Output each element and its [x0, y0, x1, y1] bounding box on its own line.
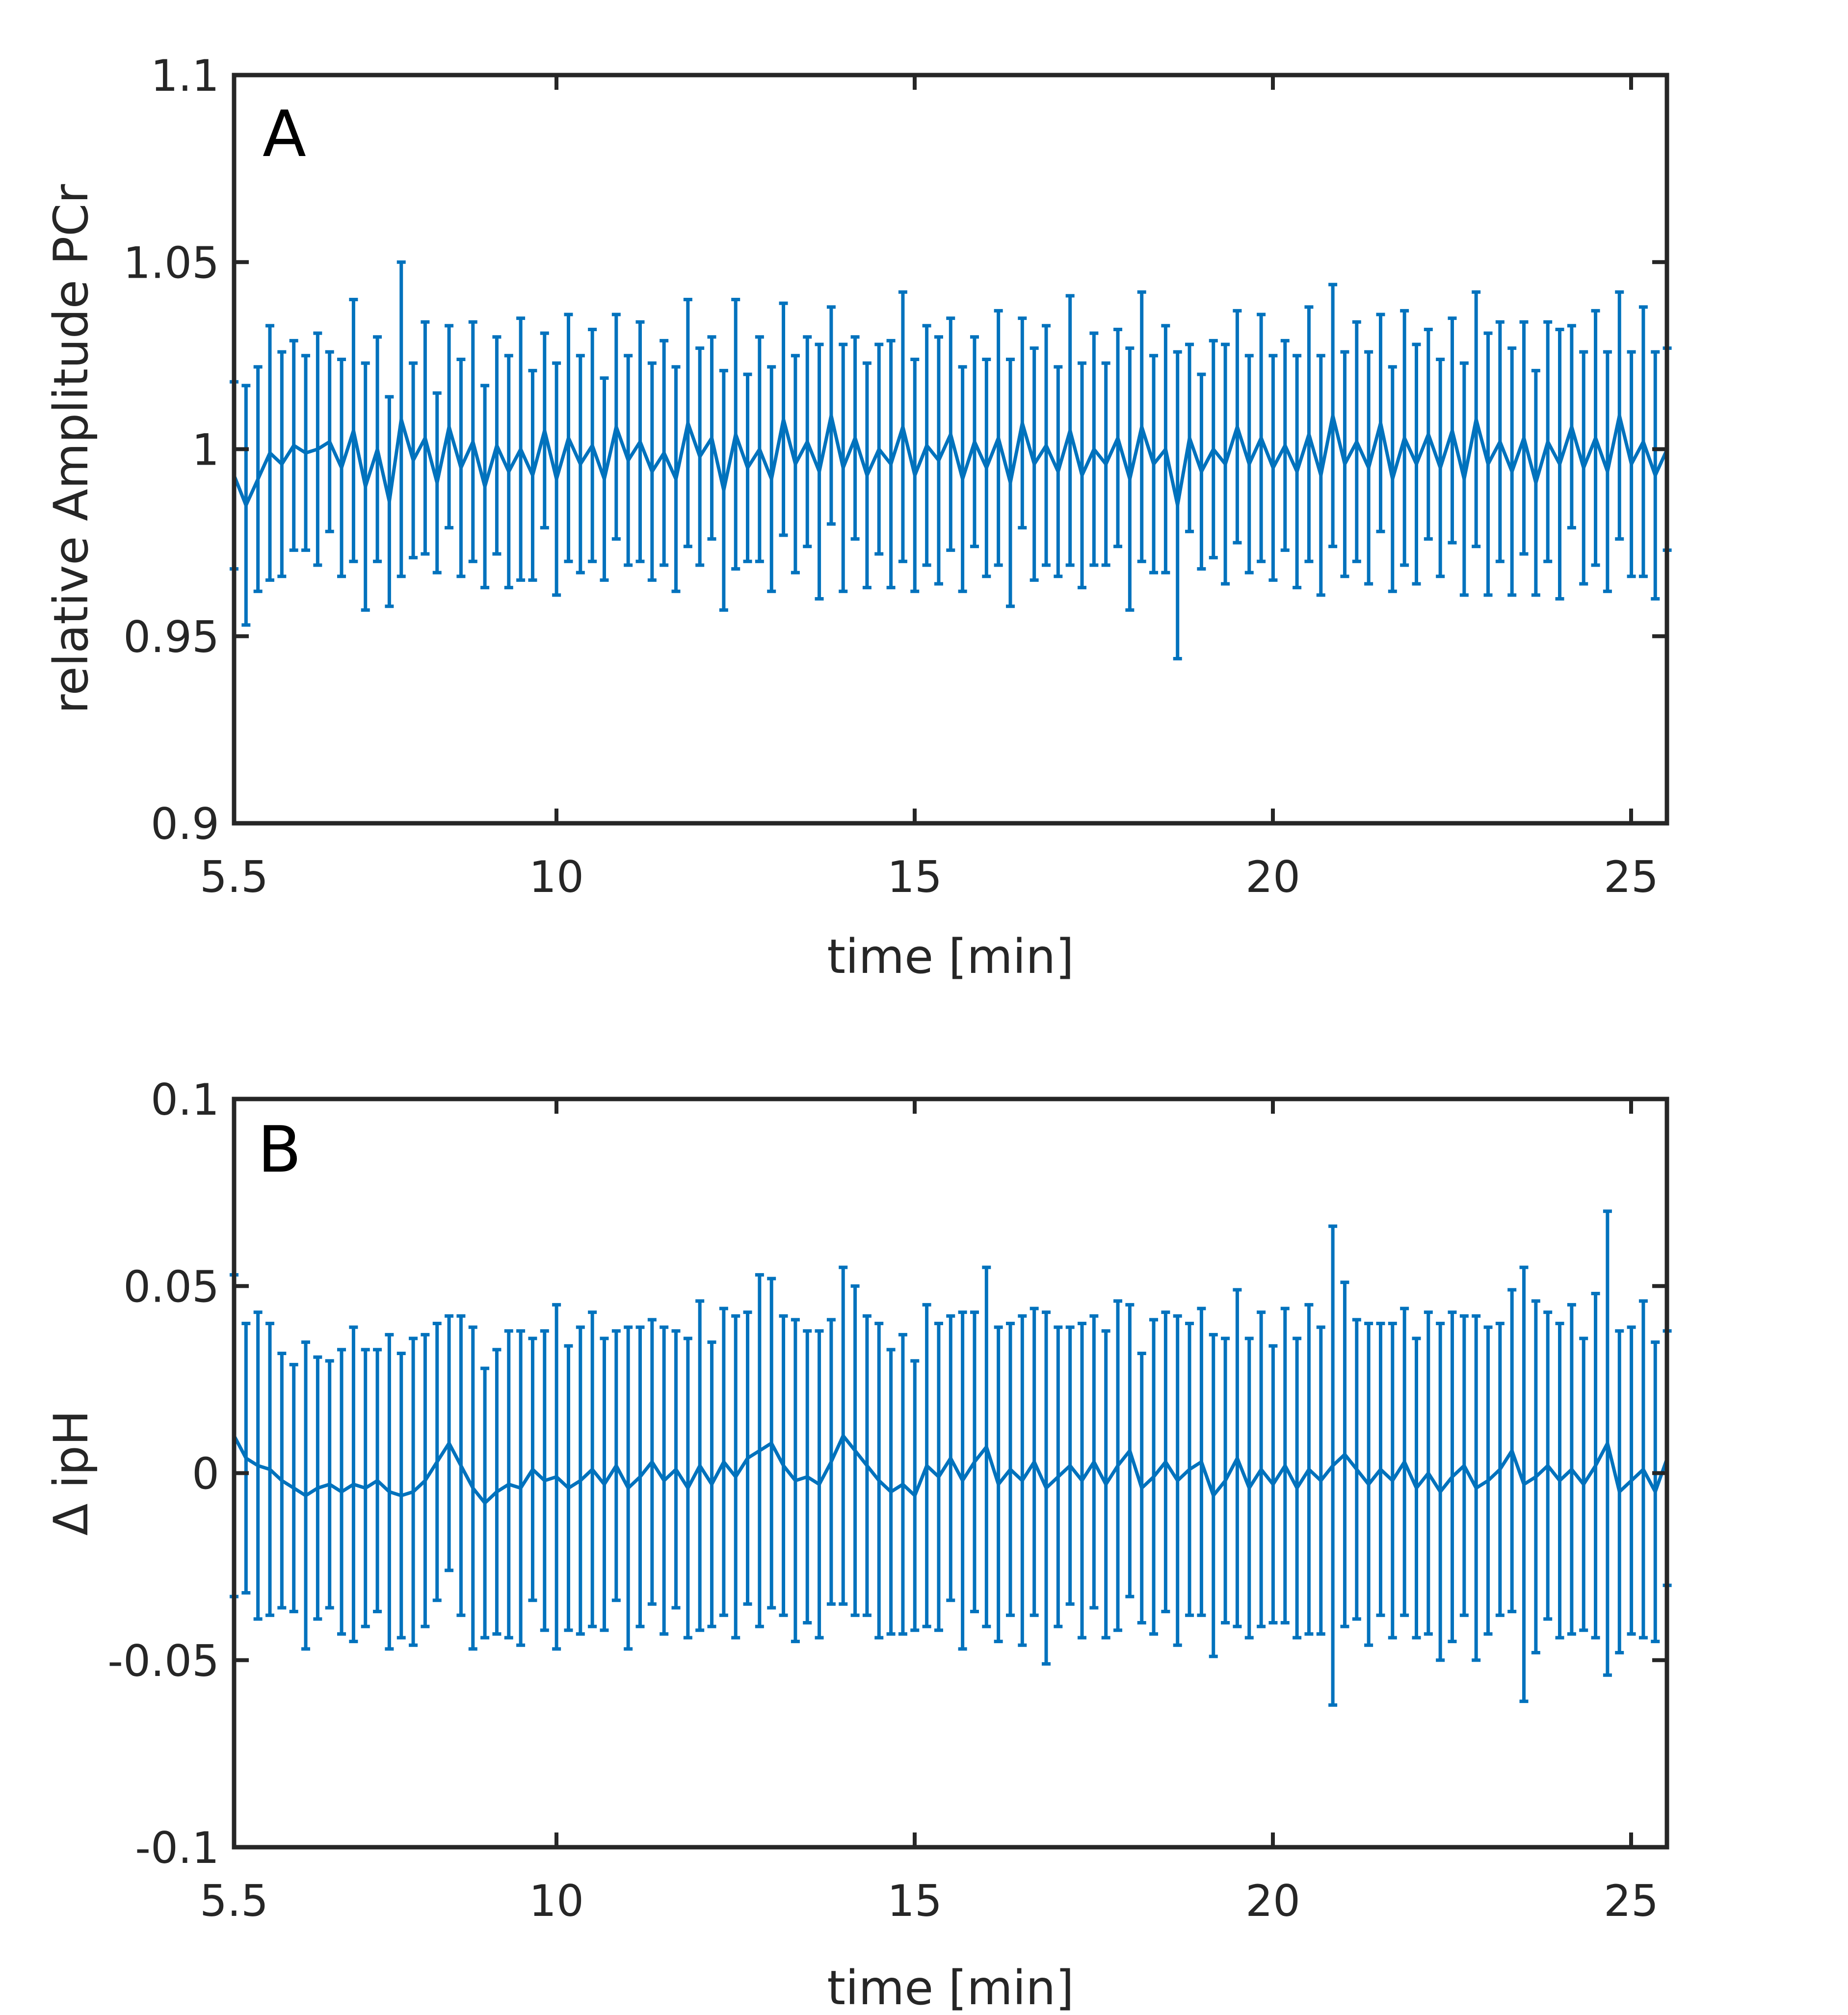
panel-b-x-tick-label: 10	[529, 1876, 584, 1926]
panel-b-mean-line	[232, 1434, 1669, 1505]
panel-a-label: A	[263, 97, 306, 171]
panel-a-y-tick-label: 1.1	[151, 51, 219, 101]
panel-b-x-tick-label: 25	[1604, 1876, 1659, 1926]
panel-b-x-tick-label: 5.5	[200, 1876, 268, 1926]
panel-b-y-tick-label: -0.1	[135, 1823, 219, 1873]
panel-b-x-tick-label: 20	[1245, 1876, 1300, 1926]
panel-b-label: B	[258, 1112, 301, 1187]
panel-a-y-tick-label: 0.9	[151, 799, 219, 849]
panel-a-y-tick-label: 1	[192, 425, 219, 475]
panel-b-y-tick-label: -0.05	[107, 1636, 219, 1686]
panel-b-y-tick-label: 0.1	[151, 1074, 219, 1125]
panel-b-x-tick-label: 15	[887, 1876, 942, 1926]
panel-a-x-tick-label: 20	[1245, 852, 1300, 902]
panel-a-x-tick-label: 5.5	[200, 852, 268, 902]
panel-a-x-axis-label: time [min]	[827, 929, 1074, 984]
panel-a-ticks: 5.5 10 15 20 25 0.9 0.95 1 1.05 1.1	[123, 51, 1667, 902]
panel-a-y-tick-label: 0.95	[123, 612, 219, 662]
panel-b-ticks: 5.5 10 15 20 25 -0.1 -0.05 0 0.05 0.1	[107, 1074, 1667, 1926]
panel-b-y-tick-label: 0.05	[123, 1261, 219, 1312]
panel-a-x-tick-label: 15	[887, 852, 942, 902]
panel-b-chart: 5.5 10 15 20 25 -0.1 -0.05 0 0.05 0.1 B time [min…	[44, 1074, 1672, 2015]
panel-a-y-tick-label: 1.05	[123, 237, 219, 288]
panel-a-x-tick-label: 10	[529, 852, 584, 902]
panel-a-y-axis-label: relative Amplitude PCr	[44, 184, 99, 714]
panel-b-data-marks	[230, 1209, 1672, 1707]
panel-a-mean-line	[232, 414, 1669, 507]
panel-b-y-tick-label: 0	[192, 1449, 219, 1499]
panel-b-y-axis-label: Δ ipH	[44, 1410, 99, 1536]
panel-a-data-marks	[230, 260, 1672, 660]
panel-b-x-axis-label: time [min]	[827, 1961, 1074, 2015]
panel-a-x-tick-label: 25	[1604, 852, 1659, 902]
